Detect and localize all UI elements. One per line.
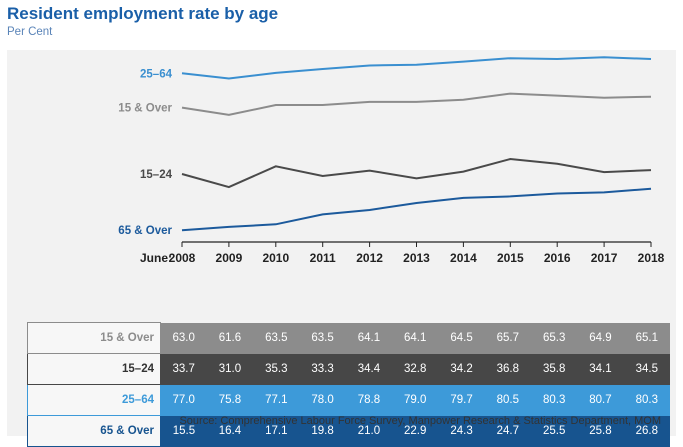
table-cell: 63.5 (299, 322, 346, 354)
table-cell: 75.8 (206, 384, 254, 416)
x-tick-label: 2015 (497, 251, 524, 265)
table-row-15-24: 15–24 33.7 31.0 35.3 33.3 34.4 32.8 34.2 36.8 35.… (27, 353, 670, 385)
table-cell: 34.2 (438, 353, 485, 385)
table-cell: 63.0 (160, 322, 207, 354)
series-line-65-over (181, 187, 652, 232)
table-cell: 64.1 (392, 322, 439, 354)
table-cell: 32.8 (392, 353, 439, 385)
table-cell: 35.3 (253, 353, 300, 385)
line-chart: 25–64 15 & Over 15–24 65 & Over June:2008 200… (118, 56, 665, 265)
table-cell: 78.0 (299, 384, 346, 416)
table-cell: 79.7 (438, 384, 485, 416)
data-table: 15 & Over 63.0 61.6 63.5 63.5 64.1 64.1 64.5 65.… (27, 322, 670, 447)
table-cell: 63.5 (253, 322, 300, 354)
table-cell: 64.9 (577, 322, 624, 354)
table-cell: 78.8 (345, 384, 393, 416)
table-row-label: 15–24 (27, 353, 161, 385)
chart-panel: 25–64 15 & Over 15–24 65 & Over June: 2008 200… (7, 50, 676, 447)
x-axis-prefix: June: (140, 251, 172, 265)
table-cell: 31.0 (206, 353, 254, 385)
table-cell: 61.6 (206, 322, 254, 354)
table-row-15-over: 15 & Over 63.0 61.6 63.5 63.5 64.1 64.1 64.5 65.… (27, 322, 670, 354)
table-cell: 34.5 (623, 353, 670, 385)
table-cell: 64.1 (345, 322, 393, 354)
table-cell: 34.1 (577, 353, 624, 385)
chart-subtitle: Per Cent (7, 26, 53, 38)
series-label-25-64: 25–64 (140, 68, 173, 80)
x-tick-label: 2016 (544, 251, 571, 265)
x-tick-label: 2011 (310, 251, 336, 265)
x-tick-label: 2009 (216, 251, 243, 265)
table-cell: 65.7 (484, 322, 531, 354)
x-tick-label: 2013 (403, 251, 430, 265)
table-cell: 33.3 (299, 353, 346, 385)
table-cell: 36.8 (484, 353, 531, 385)
series-label-15-24: 15–24 (140, 169, 173, 181)
table-row-25-64: 25–64 77.0 75.8 77.1 78.0 78.8 79.0 79.7 80.5 80.… (27, 384, 670, 416)
x-tick-label: 2008 (169, 251, 196, 265)
x-tick-label: 2017 (591, 251, 618, 265)
series-label-15-over: 15 & Over (118, 103, 172, 115)
table-cell: 80.5 (484, 384, 531, 416)
table-cell: 77.1 (253, 384, 300, 416)
table-cell: 65.3 (531, 322, 578, 354)
source-note: Source: Comprehensive Labour Force Surve… (179, 415, 661, 427)
table-cell: 33.7 (160, 353, 207, 385)
x-tick-label: 2014 (450, 251, 477, 265)
table-cell: 65.1 (623, 322, 670, 354)
table-cell: 77.0 (160, 384, 207, 416)
table-row-label: 65 & Over (27, 415, 161, 447)
series-label-65-over: 65 & Over (118, 225, 172, 237)
x-tick-label: 2010 (262, 251, 289, 265)
table-cell: 64.5 (438, 322, 485, 354)
series-line-15-24 (181, 157, 652, 189)
table-cell: 34.4 (345, 353, 393, 385)
series-line-25-64 (181, 56, 652, 80)
table-cell: 80.3 (531, 384, 578, 416)
x-tick-label: 2012 (356, 251, 383, 265)
table-cell: 80.7 (577, 384, 624, 416)
table-row-label: 25–64 (27, 384, 161, 416)
table-cell: 35.8 (531, 353, 578, 385)
table-row-label: 15 & Over (27, 322, 161, 354)
series-line-15-over (181, 92, 652, 116)
chart-title: Resident employment rate by age (7, 4, 279, 23)
table-cell: 80.3 (623, 384, 670, 416)
table-cell: 79.0 (392, 384, 439, 416)
x-tick-label: 2018 (638, 251, 665, 265)
